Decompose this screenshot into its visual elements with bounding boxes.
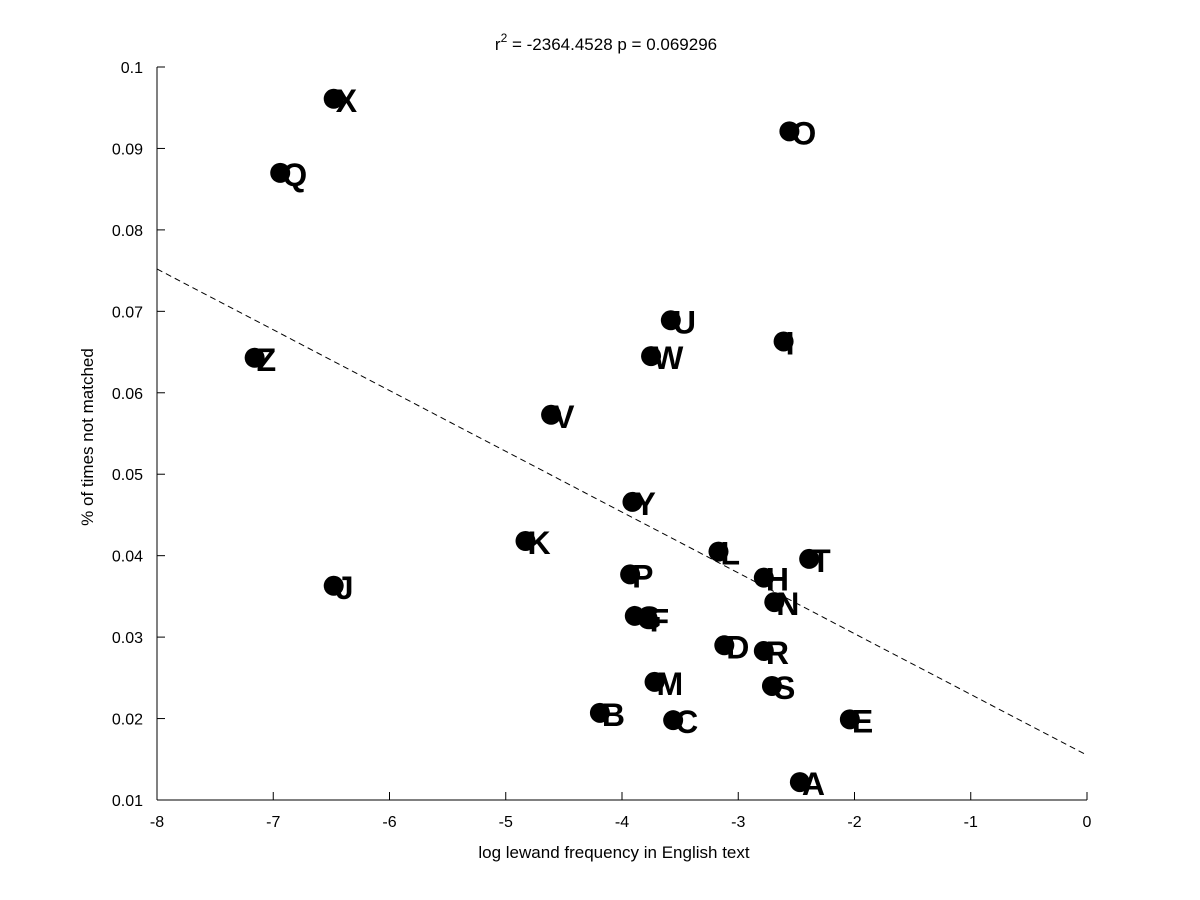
y-tick-label: 0.1 <box>121 60 143 77</box>
data-point <box>773 331 794 352</box>
data-point <box>799 548 820 569</box>
data-point-label: O <box>791 115 816 151</box>
chart-title-r: r <box>495 35 501 54</box>
data-point <box>764 592 785 613</box>
data-point-label: K <box>528 525 551 561</box>
data-point-label: J <box>336 570 354 606</box>
x-tick-label: -5 <box>499 814 513 831</box>
y-tick-label: 0.09 <box>112 141 143 158</box>
data-point <box>541 404 562 425</box>
y-axis-label: % of times not matched <box>78 348 97 526</box>
data-point <box>753 640 774 661</box>
data-point <box>708 541 729 562</box>
data-point-label: C <box>675 704 698 740</box>
data-point-label: E <box>852 703 873 739</box>
data-point-label: Q <box>282 157 307 193</box>
data-point <box>620 564 641 585</box>
y-tick-label: 0.03 <box>112 630 143 647</box>
data-point-label: A <box>802 766 825 802</box>
data-point-label: B <box>602 697 625 733</box>
data-point-label: S <box>774 670 795 706</box>
x-tick-label: -2 <box>847 814 861 831</box>
y-tick-label: 0.08 <box>112 223 143 240</box>
data-point-label: T <box>811 543 831 579</box>
y-tick-label: 0.04 <box>112 549 143 566</box>
x-tick-label: -1 <box>964 814 978 831</box>
data-point-label: Y <box>634 486 655 522</box>
y-tick-label: 0.05 <box>112 467 143 484</box>
data-point <box>515 531 536 552</box>
x-tick-label: -3 <box>731 814 745 831</box>
data-point <box>779 121 800 142</box>
data-point-label: V <box>553 399 575 435</box>
chart-title-rest: = -2364.4528 p = 0.069296 <box>507 35 717 54</box>
fit-line <box>156 268 1088 756</box>
data-point <box>637 608 658 629</box>
data-point <box>641 346 662 367</box>
data-point-label: Z <box>257 342 277 378</box>
data-point <box>839 709 860 730</box>
data-point-label: X <box>336 83 358 119</box>
y-tick-label: 0.07 <box>112 304 143 321</box>
chart-title-superscript: 2 <box>501 31 508 45</box>
data-point <box>644 671 665 692</box>
data-point <box>663 710 684 731</box>
data-point-label: L <box>720 536 740 572</box>
data-point <box>761 675 782 696</box>
data-point <box>714 635 735 656</box>
data-point <box>270 162 291 183</box>
data-point-label: D <box>726 629 749 665</box>
data-point-label: I <box>786 325 795 361</box>
x-axis-label: log lewand frequency in English text <box>478 843 749 862</box>
plot-area: -8 -7 -6 -5 -4 -3 -2 -1 0 0.01 0.02 0.03 0.04 0.05 0.0… <box>112 60 1092 831</box>
data-point <box>323 575 344 596</box>
y-tick-label: 0.06 <box>112 386 143 403</box>
x-tick-label: -8 <box>150 814 164 831</box>
x-tick-label: -6 <box>382 814 396 831</box>
data-point-label: M <box>657 666 684 702</box>
x-tick-label: 0 <box>1083 814 1092 831</box>
data-point-label: R <box>766 635 789 671</box>
data-point <box>789 772 810 793</box>
data-point-label: H <box>766 562 789 598</box>
data-point <box>622 491 643 512</box>
chart-title: r2 = -2364.4528 p = 0.069296 <box>495 31 717 54</box>
y-tick-label: 0.01 <box>112 793 143 810</box>
data-point-label: U <box>673 304 696 340</box>
x-tick-label: -4 <box>615 814 629 831</box>
data-point <box>323 88 344 109</box>
data-point <box>244 347 265 368</box>
data-point-label: P <box>632 558 653 594</box>
data-point-label: F <box>650 602 670 638</box>
data-point <box>589 702 610 723</box>
y-tick-label: 0.02 <box>112 712 143 729</box>
data-point <box>660 310 681 331</box>
data-point <box>753 567 774 588</box>
x-tick-label: -7 <box>266 814 280 831</box>
data-point-label: N <box>776 586 799 622</box>
data-point-label: W <box>653 340 684 376</box>
